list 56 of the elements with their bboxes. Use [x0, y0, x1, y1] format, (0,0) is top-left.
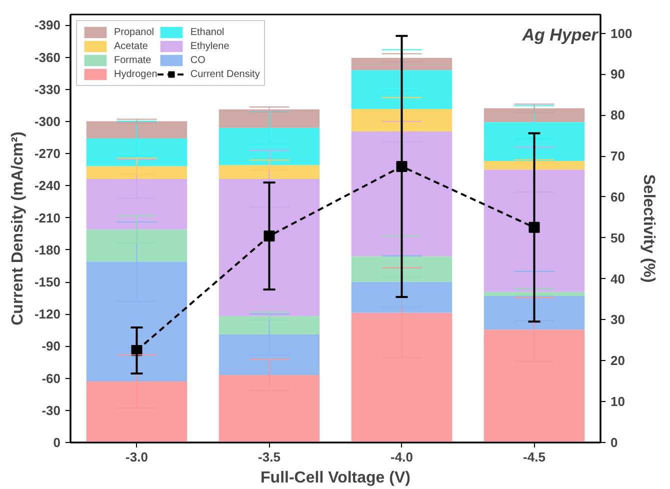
- y2-axis-title: Selectivity (%): [640, 174, 658, 283]
- y-tick-label: 0: [53, 435, 61, 450]
- legend-label: Ethanol: [190, 26, 224, 39]
- y2-tick-label: 40: [610, 271, 625, 286]
- x-tick-label: -3.5: [258, 450, 280, 464]
- y2-tick-label: 80: [610, 108, 625, 123]
- bar: [86, 121, 188, 138]
- x-tick-label: -4.0: [390, 450, 413, 464]
- y2-tick-label: 20: [610, 353, 625, 368]
- y2-tick-label: 100: [610, 26, 632, 41]
- y-tick-label: -120: [34, 306, 61, 322]
- y-tick-label: -30: [42, 402, 61, 418]
- bar: [351, 109, 452, 132]
- y-tick-label: -270: [34, 146, 61, 162]
- bar: [218, 109, 320, 128]
- x-tick-label: -3.0: [126, 450, 148, 464]
- x-tick-label: -4.5: [523, 450, 546, 464]
- legend-label: Acetate: [114, 40, 148, 53]
- y-tick-label: -300: [34, 114, 61, 129]
- bar: [351, 132, 452, 256]
- legend-label: Hydrogen: [114, 68, 158, 81]
- bar: [86, 178, 188, 230]
- legend-label: Propanol: [114, 26, 154, 39]
- bar: [351, 282, 452, 313]
- legend-label: Ethylene: [190, 40, 230, 53]
- y-tick-label: -60: [42, 370, 61, 386]
- y-tick-label: -180: [34, 242, 61, 258]
- y2-tick-label: 70: [610, 148, 625, 164]
- bar: [351, 256, 452, 282]
- x-axis-title: Full-Cell Voltage (V): [260, 470, 410, 486]
- bar: [484, 160, 585, 170]
- y2-tick-label: 0: [610, 435, 618, 450]
- bar: [351, 70, 452, 110]
- y-tick-label: -210: [34, 210, 61, 226]
- legend-label: CO: [190, 54, 206, 67]
- bar: [351, 58, 452, 70]
- legend-label: Current Density: [190, 68, 260, 81]
- y-tick-label: -360: [34, 50, 61, 65]
- y2-tick-label: 10: [610, 394, 625, 410]
- y-tick-label: -240: [34, 178, 61, 194]
- y2-tick-label: 60: [610, 189, 625, 204]
- y2-tick-label: 30: [610, 312, 625, 328]
- y-tick-label: -390: [34, 18, 61, 33]
- bar: [218, 316, 320, 334]
- bar: [484, 170, 585, 292]
- bar: [484, 108, 585, 122]
- y-tick-label: -90: [42, 338, 61, 354]
- annotation: Ag Hyper: [521, 26, 600, 44]
- bar: [484, 296, 585, 330]
- y-tick-label: -150: [34, 274, 61, 290]
- y2-tick-label: 50: [610, 230, 625, 246]
- y-tick-label: -330: [34, 82, 61, 97]
- y-axis-title: Current Density (mA/cm²): [9, 132, 26, 326]
- legend-label: Formate: [114, 54, 152, 67]
- y2-tick-label: 90: [610, 66, 625, 82]
- bar: [484, 292, 585, 296]
